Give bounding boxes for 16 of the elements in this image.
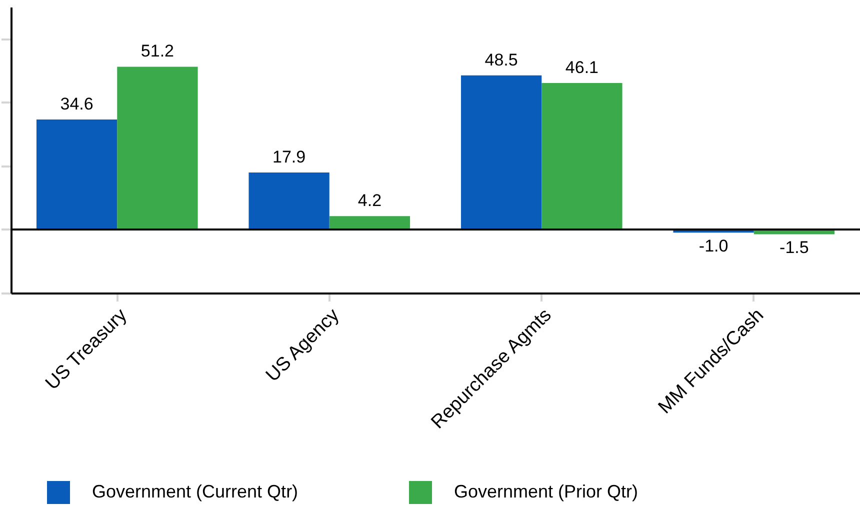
data-label: 4.2	[358, 191, 382, 210]
bar	[117, 66, 198, 230]
data-label: -1.5	[780, 238, 809, 258]
data-label: 17.9	[272, 148, 306, 167]
data-label: 34.6	[60, 94, 94, 114]
bar	[542, 82, 622, 230]
data-label: 46.1	[565, 58, 598, 77]
data-label: -1.0	[698, 236, 728, 256]
legend-label: Government (Prior Qtr)	[454, 482, 638, 502]
bar	[460, 75, 542, 230]
legend-label: Government (Current Qtr)	[92, 482, 298, 502]
bar	[248, 172, 330, 230]
bar	[36, 119, 118, 230]
bar	[329, 216, 410, 230]
data-label: 51.2	[140, 42, 174, 61]
data-label: 48.5	[484, 50, 518, 70]
